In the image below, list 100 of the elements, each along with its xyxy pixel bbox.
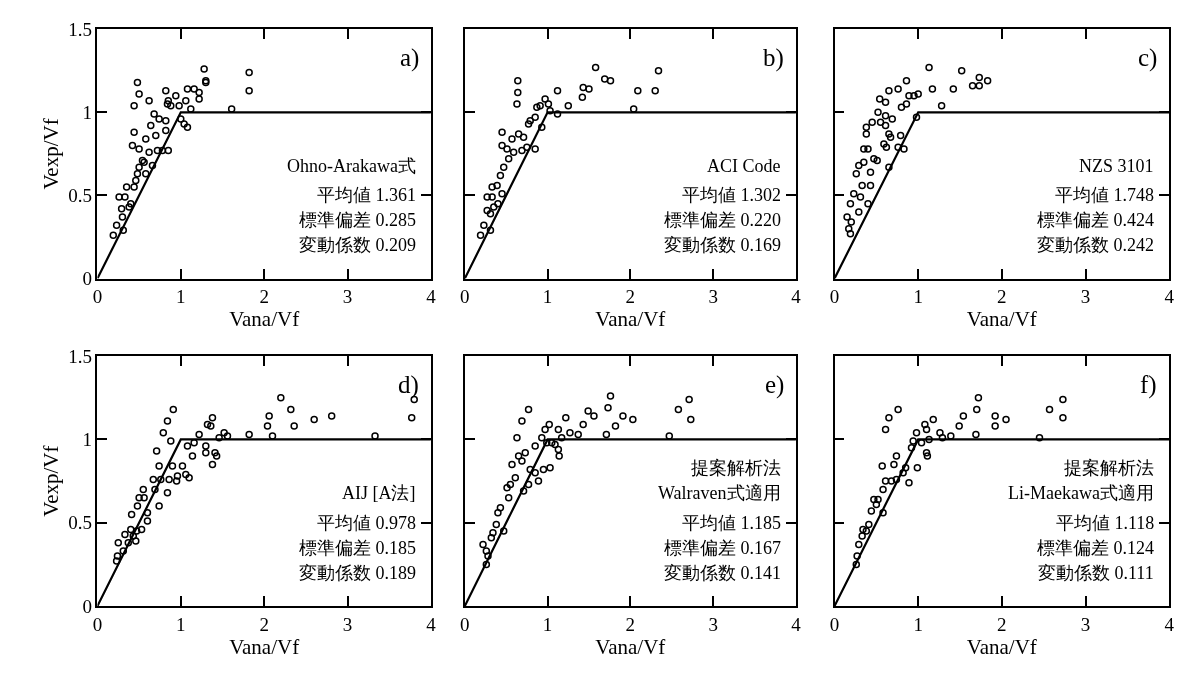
x-tick-label: 4: [426, 286, 437, 308]
point: [870, 155, 878, 163]
point: [885, 86, 893, 95]
point: [855, 208, 863, 216]
point: [200, 65, 208, 73]
point: [130, 101, 138, 110]
point: [885, 413, 893, 422]
point: [579, 83, 587, 92]
x-tick-label: 2: [997, 286, 1007, 308]
point: [909, 437, 917, 445]
point: [539, 465, 548, 474]
point: [914, 90, 922, 98]
point: [959, 412, 968, 420]
point: [910, 91, 918, 100]
point: [865, 520, 873, 529]
point: [936, 428, 944, 437]
point: [187, 105, 195, 113]
point: [991, 422, 999, 430]
point: [902, 100, 911, 108]
point: [499, 527, 508, 535]
point: [629, 105, 638, 113]
point: [523, 143, 531, 151]
point: [562, 413, 570, 422]
x-tick-label: 1: [542, 613, 553, 635]
point: [122, 183, 131, 191]
annotation: a): [400, 44, 420, 72]
point: [504, 155, 513, 163]
point: [882, 143, 891, 151]
annotation: 標準偏差 0.124: [1037, 538, 1154, 558]
point: [974, 394, 983, 402]
point: [928, 85, 937, 93]
point: [476, 231, 485, 240]
point: [482, 560, 491, 569]
point: [479, 540, 487, 549]
point: [925, 435, 933, 444]
annotation: Ohno-Arakawa式: [287, 156, 416, 176]
point: [905, 91, 913, 100]
point: [892, 475, 901, 484]
point: [245, 68, 253, 77]
point: [506, 480, 515, 489]
point: [902, 77, 911, 85]
point: [574, 430, 582, 439]
point: [183, 85, 192, 93]
point: [518, 457, 526, 465]
point: [881, 98, 890, 107]
annotation: 標準偏差 0.185: [299, 538, 416, 558]
point: [937, 101, 946, 110]
x-tick-label: 3: [1080, 613, 1091, 635]
point: [521, 448, 529, 457]
point: [162, 116, 170, 125]
x-tick-label: 2: [259, 613, 269, 635]
point: [227, 105, 236, 113]
point: [875, 95, 884, 103]
point: [685, 395, 693, 404]
point: [117, 204, 126, 213]
point: [487, 533, 496, 542]
point: [498, 141, 506, 150]
point: [972, 430, 980, 439]
point: [554, 445, 563, 454]
point: [158, 146, 167, 155]
point: [913, 463, 922, 472]
point: [922, 425, 931, 434]
point: [534, 477, 543, 485]
annotation: NZS 3101: [1079, 156, 1154, 176]
annotation: ACI Code: [707, 156, 781, 176]
point: [604, 404, 612, 412]
point: [879, 508, 887, 517]
point: [859, 525, 867, 534]
x-tick-label: 2: [997, 613, 1007, 635]
point: [925, 63, 933, 72]
point: [195, 88, 203, 97]
point: [897, 103, 906, 112]
point: [182, 96, 190, 105]
x-tick-label: 1: [176, 613, 186, 635]
annotation: 提案解析法: [691, 458, 781, 478]
x-tick-label: 3: [708, 613, 718, 635]
point: [125, 203, 133, 211]
point: [886, 133, 895, 141]
point: [912, 428, 921, 437]
point: [579, 420, 587, 429]
point: [874, 495, 882, 504]
point: [513, 100, 521, 108]
point: [245, 86, 253, 95]
point: [611, 422, 620, 430]
x-tick-label: 0: [829, 613, 840, 635]
point: [551, 440, 559, 449]
point: [543, 438, 551, 447]
annotation: 平均値 1.302: [682, 185, 781, 205]
x-axis-title: Vana/Vf: [966, 307, 1037, 332]
point: [531, 442, 539, 450]
point: [109, 231, 118, 240]
point: [888, 115, 896, 123]
point: [858, 181, 866, 190]
point: [524, 120, 533, 128]
point: [892, 452, 901, 460]
point: [972, 405, 981, 414]
point: [135, 90, 143, 98]
point: [511, 473, 520, 482]
point: [566, 428, 574, 437]
point: [494, 199, 502, 208]
